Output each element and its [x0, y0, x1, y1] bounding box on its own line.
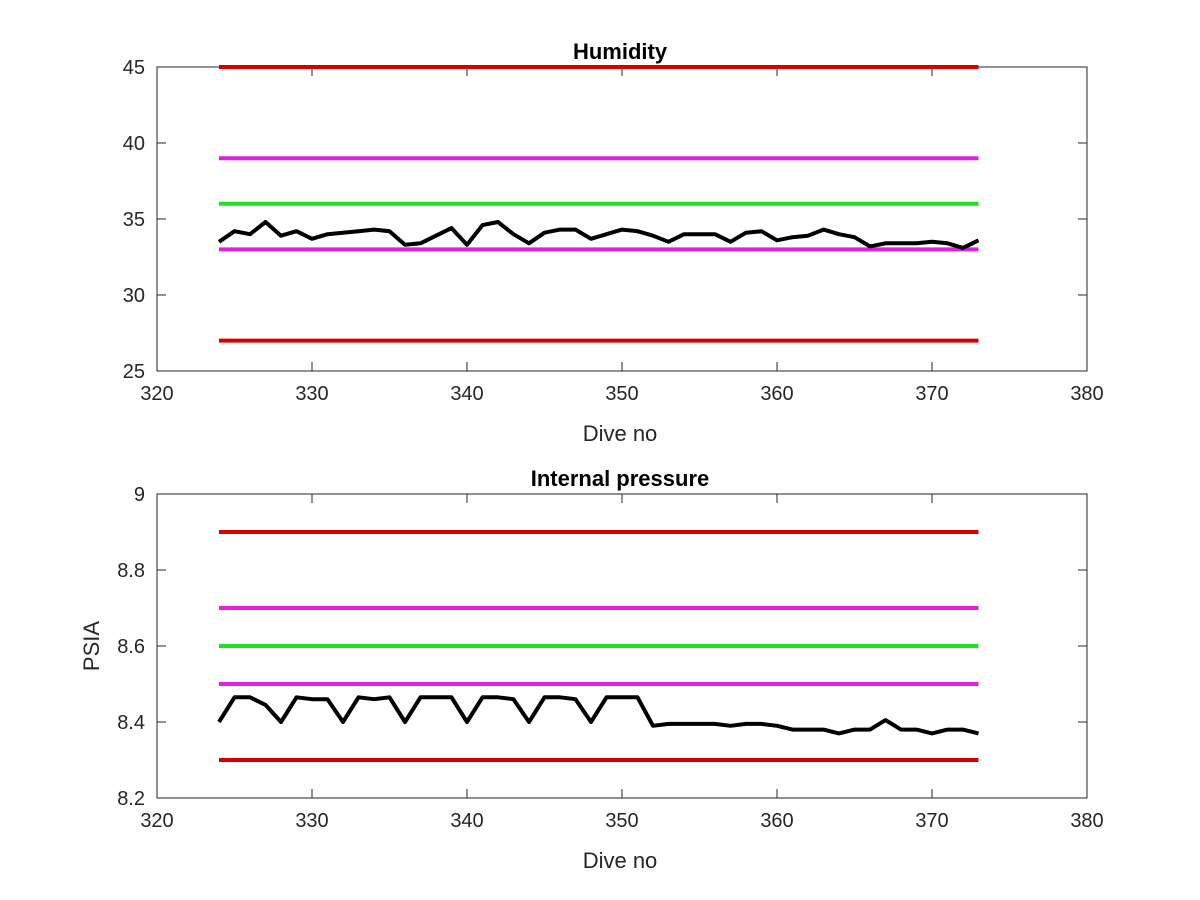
y-tick-label: 8.8: [117, 560, 145, 582]
y-tick-label: 8.2: [117, 788, 145, 810]
x-tick-label: 320: [140, 810, 173, 832]
chart-title: Humidity: [573, 39, 668, 64]
x-tick-label: 370: [915, 383, 948, 405]
x-tick-label: 330: [295, 383, 328, 405]
y-tick-label: 40: [123, 133, 145, 155]
y-tick-label: 8.4: [117, 712, 145, 734]
x-tick-label: 340: [450, 810, 483, 832]
x-tick-label: 380: [1070, 810, 1103, 832]
axes-box: [156, 66, 1088, 372]
x-tick-label: 370: [915, 810, 948, 832]
humidity-plot: 320 330 340 350 360 370 380 25 30 35 40 45 Humidity D…: [123, 39, 1104, 446]
chart-title: Internal pressure: [531, 466, 710, 491]
y-tick-label: 8.6: [117, 636, 145, 658]
series-line: [217, 695, 979, 736]
x-tick-label: 320: [140, 383, 173, 405]
y-tick-label: 30: [123, 285, 145, 307]
x-axis-label: Dive no: [583, 848, 658, 873]
x-tick-label: 330: [295, 810, 328, 832]
y-tick-label: 45: [123, 57, 145, 79]
x-axis-label: Dive no: [583, 421, 658, 446]
x-tick-label: 360: [760, 383, 793, 405]
x-tick-label: 350: [605, 810, 638, 832]
y-tick-label: 35: [123, 209, 145, 231]
y-tick-label: 9: [134, 484, 145, 506]
internal-pressure-plot: 320 330 340 350 360 370 380 8.2 8.4 8.6 8.8 9 Intern…: [79, 466, 1104, 873]
y-axis-label: PSIA: [79, 621, 104, 671]
x-tick-label: 340: [450, 383, 483, 405]
series-line: [217, 220, 980, 250]
x-tick-label: 380: [1070, 383, 1103, 405]
y-tick-label: 25: [123, 361, 145, 383]
x-tick-label: 350: [605, 383, 638, 405]
x-tick-label: 360: [760, 810, 793, 832]
